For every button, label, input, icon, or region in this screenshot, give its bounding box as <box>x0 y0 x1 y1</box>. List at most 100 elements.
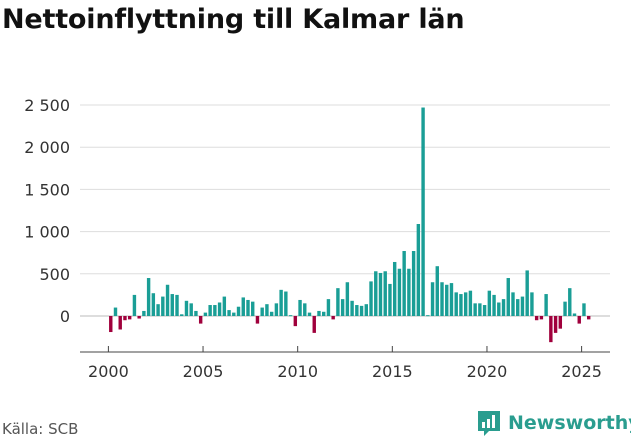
bar <box>350 300 354 316</box>
bar <box>454 292 458 316</box>
bar <box>421 107 425 316</box>
bar <box>161 296 165 316</box>
x-tick-label: 2010 <box>277 362 318 381</box>
bar <box>568 288 572 316</box>
bar <box>151 293 156 316</box>
bar <box>123 316 127 321</box>
bar <box>317 310 321 316</box>
bar <box>246 299 250 316</box>
y-tick-label: 1 000 <box>24 223 70 242</box>
bar <box>251 301 255 316</box>
y-tick-label: 2 000 <box>24 138 70 157</box>
bar <box>232 312 236 316</box>
bar <box>582 303 586 316</box>
bar <box>534 316 539 321</box>
bar <box>279 289 283 316</box>
bar <box>440 282 444 316</box>
bar <box>383 271 387 316</box>
x-tick-label: 2020 <box>467 362 508 381</box>
bar <box>132 294 137 316</box>
bar <box>445 284 449 316</box>
bar <box>364 304 368 316</box>
bar <box>530 292 534 316</box>
bar <box>260 307 264 316</box>
bar <box>459 294 463 316</box>
bar <box>217 302 222 316</box>
bar <box>473 303 477 316</box>
x-axis: 2000 2005 2010 2015 2020 2025 <box>80 346 610 381</box>
bar <box>506 278 510 316</box>
bar <box>587 316 591 320</box>
bar <box>113 307 118 316</box>
bar <box>336 288 340 316</box>
bar <box>497 302 501 316</box>
bar <box>435 266 439 316</box>
bar <box>222 296 227 316</box>
x-tick-label: 2015 <box>372 362 413 381</box>
bar <box>544 294 548 316</box>
x-tick-label: 2000 <box>88 362 129 381</box>
bar <box>118 316 122 330</box>
bars <box>109 107 591 343</box>
bar <box>378 272 383 316</box>
bar <box>355 305 359 316</box>
newsworthy-logo-icon <box>478 411 500 436</box>
newsworthy-brand[interactable]: Newsworthy <box>476 408 631 438</box>
bar <box>553 316 558 333</box>
y-axis-labels: 0 500 1 000 1 500 2 000 2 500 <box>24 96 70 326</box>
x-tick-label: 2005 <box>183 362 224 381</box>
bar <box>227 310 231 316</box>
bar <box>369 281 373 316</box>
bar <box>184 300 189 316</box>
bar <box>322 311 326 316</box>
bar <box>482 305 487 316</box>
bar <box>340 299 345 316</box>
bar <box>293 316 298 327</box>
chart-title: Nettoinflyttning till Kalmar län <box>2 4 465 35</box>
bar <box>170 294 174 316</box>
bar <box>241 297 245 316</box>
gridlines <box>80 104 610 317</box>
bar <box>180 314 184 316</box>
bar <box>492 294 496 316</box>
y-tick-label: 500 <box>39 265 70 284</box>
bar <box>137 316 141 319</box>
bar <box>236 306 241 316</box>
bar <box>142 310 146 316</box>
bar <box>194 310 198 316</box>
bar <box>501 299 506 316</box>
bar <box>449 283 454 316</box>
bar <box>345 282 350 316</box>
bar <box>411 251 416 316</box>
bar <box>312 316 316 333</box>
bar <box>563 301 567 316</box>
bar <box>397 268 402 316</box>
bar <box>303 303 307 316</box>
bar <box>392 261 397 316</box>
bar <box>175 294 179 316</box>
bar <box>331 316 335 320</box>
bar <box>520 296 525 316</box>
bar <box>539 316 544 320</box>
bar <box>572 313 577 316</box>
brand-name: Newsworthy <box>508 412 631 434</box>
bar <box>487 290 492 316</box>
bar <box>359 305 364 316</box>
bar <box>109 316 113 333</box>
bar <box>288 315 293 317</box>
bar <box>208 305 212 316</box>
bar <box>255 316 260 324</box>
y-tick-label: 1 500 <box>24 180 70 199</box>
source-note: Källa: SCB <box>2 420 79 438</box>
bar <box>558 316 563 329</box>
bar <box>511 292 515 316</box>
y-tick-label: 2 500 <box>24 96 70 115</box>
bar <box>478 303 482 316</box>
bar <box>213 305 217 316</box>
y-tick-label: 0 <box>60 307 70 326</box>
bar <box>516 299 520 316</box>
bar <box>203 312 208 316</box>
bar <box>374 271 378 316</box>
bar <box>326 299 331 316</box>
x-tick-label: 2025 <box>561 362 602 381</box>
